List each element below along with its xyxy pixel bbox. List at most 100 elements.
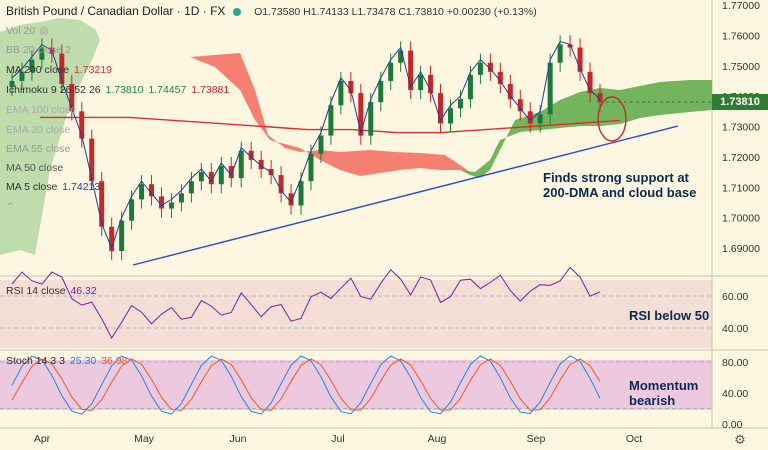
candle-body [448,108,454,124]
legend-ema55[interactable]: EMA 55 close [6,143,72,155]
legend-ema30[interactable]: EMA 30 close [6,124,72,136]
candle-body [547,62,553,115]
candle-body [109,226,115,252]
candle-body [497,71,503,84]
support-annotation-line2: 200-DMA and cloud base [543,185,697,200]
legend-collapse-icon[interactable]: ⌃ [6,201,15,213]
candle-body [467,74,473,100]
rsi-tick-label: 60.00 [722,291,748,303]
legend-ma50[interactable]: MA 50 close [6,162,65,174]
legend-ma5-label: MA 5 close [6,181,58,193]
support-highlight-circle [597,96,627,142]
candle-body [59,53,65,84]
candle-body [288,193,294,206]
stoch-legend-k: 25.30 [69,355,97,367]
stoch-tick-label: 0.00 [722,419,743,431]
rsi-legend[interactable]: RSI 14 close 46.32 [6,285,99,297]
rsi-line [11,266,601,340]
candle-body [587,71,593,94]
candle-body [9,80,15,88]
candle-body [129,199,135,221]
legend-vol[interactable]: Vol 20 ◎ [6,25,53,37]
price-tick-label: 1.70000 [722,213,760,225]
current-price-tag: 1.73810 [712,94,768,110]
stoch-legend-label: Stoch 14 3 3 [6,355,65,367]
stoch-legend[interactable]: Stoch 14 3 3 25.30 36.98 [6,355,129,367]
candle-body [517,99,523,112]
candle-body [507,83,513,100]
legend-bb[interactable]: BB 20 close 2 [6,44,73,56]
legend-ma200-label: MA 200 close [6,64,70,76]
candle-body [358,93,364,136]
gear-icon[interactable]: ⚙ [734,433,746,448]
legend-ma200[interactable]: MA 200 close 1.73219 [6,64,114,76]
candle-body [99,181,105,227]
candle-body [398,50,404,63]
candle-body [298,181,304,206]
candle-body [168,202,174,209]
candle-body [487,62,493,72]
candle-body [208,172,214,185]
stoch-legend-d: 36.98 [101,355,128,367]
candle-body [198,172,204,182]
price-tick-label: 1.77000 [722,0,760,12]
legend-ichimoku-v3: 1.73881 [191,84,230,96]
time-tick-label: Sep [527,433,546,445]
legend-ma5[interactable]: MA 5 close 1.74213 [6,181,102,193]
eye-hidden-icon[interactable]: ◎ [39,25,49,38]
rsi-tick-label: 40.00 [722,323,748,335]
candle-body [119,220,125,252]
time-tick-label: Aug [428,433,447,445]
rsi-annotation: RSI below 50 [629,308,710,323]
candle-body [149,184,155,197]
stoch-tick-label: 80.00 [722,357,748,369]
legend-ichimoku[interactable]: Ichimoku 9 26 52 26 1.73810 1.74457 1.73… [6,84,231,96]
symbol-title[interactable]: British Pound / Canadian Dollar · 1D · F… [6,4,226,18]
support-annotation-line1: Finds strong support at [543,170,689,185]
chart-header: British Pound / Canadian Dollar · 1D · F… [6,4,537,18]
candle-body [338,80,344,106]
price-tick-label: 1.71000 [722,182,760,194]
candle-body [69,83,75,112]
stoch-annotation-line2: bearish [629,393,676,408]
legend-ema55-label: EMA 55 close [6,143,71,155]
candle-body [178,193,184,203]
price-tick-label: 1.69000 [722,243,760,255]
support-trendline [132,125,679,266]
market-status-dot [232,7,241,16]
candle-body [308,153,314,182]
candle-body [139,184,145,200]
legend-ema100[interactable]: EMA 100 close [6,104,78,116]
candle-body [378,80,384,103]
time-tick-label: May [134,433,155,445]
candle-body [408,50,414,91]
ohlc-readout: O1.73580 H1.74133 L1.73478 C1.73810 +0.0… [254,6,537,18]
ichimoku-cloud-bearish [190,53,470,176]
stoch-k-line [11,355,601,415]
legend-bb-label: BB 20 close 2 [6,44,71,56]
stoch-band-background [0,360,712,410]
candle-body [348,80,354,94]
stoch-tick-label: 40.00 [722,388,748,400]
support-annotation: Finds strong support at 200-DMA and cloud… [543,170,696,200]
candle-body [527,111,533,124]
price-tick-label: 1.73000 [722,122,760,134]
candle-body [79,111,85,139]
bb-band-fill [0,18,100,255]
legend-ema100-label: EMA 100 close [6,104,77,116]
rsi-panel-background [0,280,712,348]
legend-ma5-value: 1.74213 [62,181,101,193]
price-tick-label: 1.76000 [722,30,760,42]
legend-ichimoku-label: Ichimoku 9 26 52 26 [6,84,101,96]
stoch-d-line [11,358,601,412]
candle-body [188,181,194,194]
candle-body [238,150,244,179]
candle-body [89,138,95,182]
candle-body [328,105,334,136]
candle-body [218,165,224,185]
candle-body [228,165,234,179]
rsi-legend-label: RSI 14 close [6,285,66,297]
candle-body [278,175,284,194]
